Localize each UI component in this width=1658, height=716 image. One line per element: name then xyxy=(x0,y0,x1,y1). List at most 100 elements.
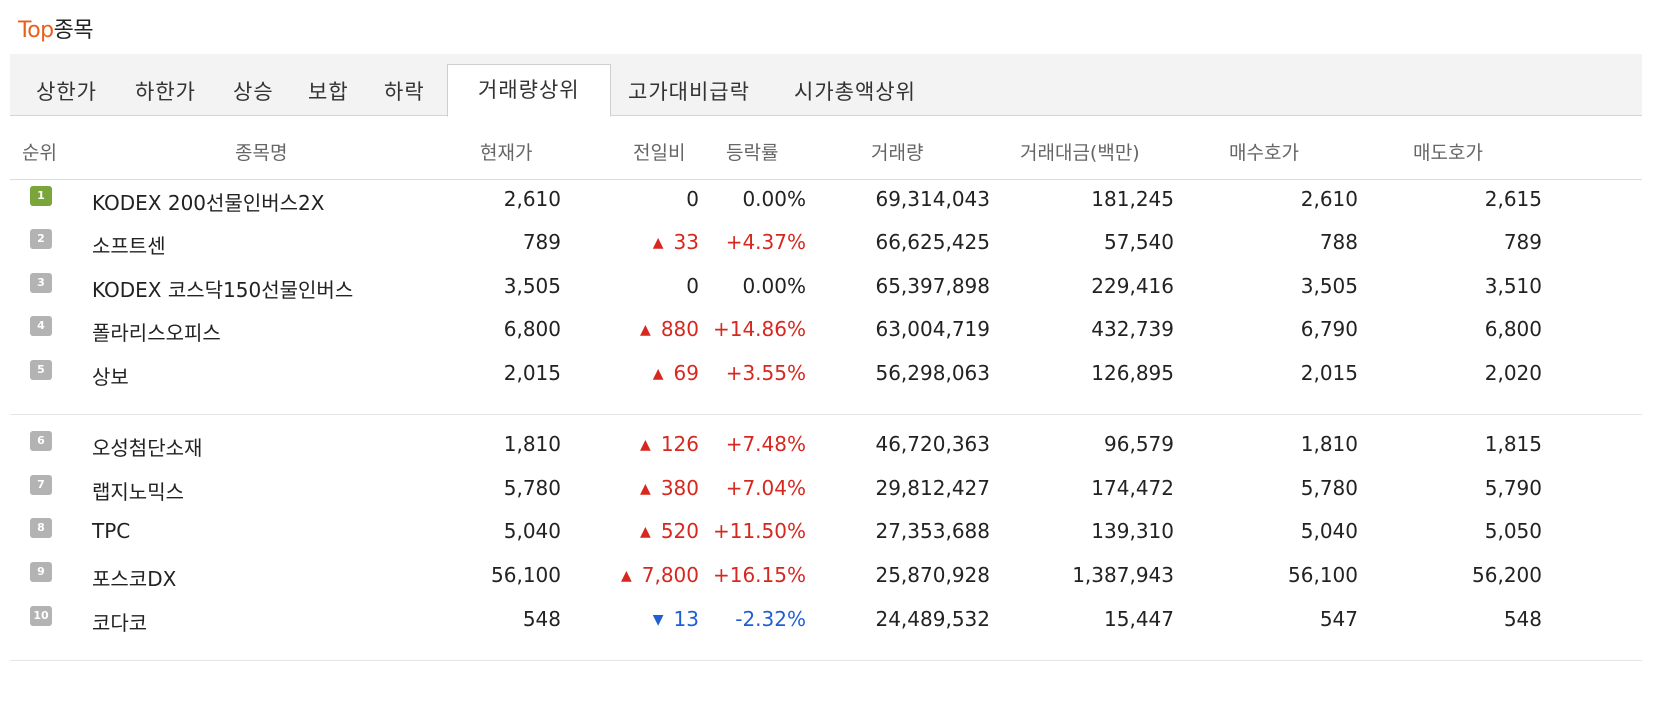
trade-volume: 69,314,043 xyxy=(875,187,990,211)
bid-price: 56,100 xyxy=(1288,563,1358,587)
tab-upper-limit[interactable]: 상한가 xyxy=(36,80,97,104)
price-change-value: 380 xyxy=(660,476,699,500)
change-rate: +14.86% xyxy=(712,317,806,341)
bid-price: 2,015 xyxy=(1300,361,1358,385)
tab-fall[interactable]: 하락 xyxy=(384,80,425,104)
rank-badge: 7 xyxy=(30,475,52,495)
tab-flat[interactable]: 보합 xyxy=(308,80,349,104)
current-price: 2,015 xyxy=(503,361,561,385)
rank-badge: 3 xyxy=(30,273,52,293)
col-change: 전일비 xyxy=(633,142,686,164)
widget-title: Top종목 xyxy=(18,12,94,44)
price-change-value: 126 xyxy=(660,432,699,456)
rank-badge: 8 xyxy=(30,518,52,538)
table-row[interactable]: 4 폴라리스오피스 ▲ 880 6,800 +14.86% 63,004,719 432,73… xyxy=(10,307,1642,353)
col-volume: 거래량 xyxy=(871,142,924,164)
bid-price: 2,610 xyxy=(1300,187,1358,211)
trade-volume: 65,397,898 xyxy=(875,274,990,298)
tab-lower-limit[interactable]: 하한가 xyxy=(135,80,196,104)
rank-badge: 10 xyxy=(30,606,52,626)
trade-amount: 174,472 xyxy=(1091,476,1174,500)
tab-market-cap-top[interactable]: 시가총액상위 xyxy=(794,80,916,104)
trade-amount: 126,895 xyxy=(1091,361,1174,385)
table-row[interactable]: 7 랩지노믹스 ▲ 380 5,780 +7.04% 29,812,427 174,472 5,… xyxy=(10,466,1642,512)
change-rate: +4.37% xyxy=(725,230,806,254)
table-row[interactable]: 6 오성첨단소재 ▲ 126 1,810 +7.48% 46,720,363 96,579 1,… xyxy=(10,422,1642,468)
ask-price: 1,815 xyxy=(1484,432,1542,456)
rank-badge: 6 xyxy=(30,431,52,451)
stock-name-link[interactable]: KODEX 200선물인버스2X xyxy=(92,191,325,215)
stock-name-link[interactable]: 랩지노믹스 xyxy=(92,480,184,504)
ask-price: 5,050 xyxy=(1484,519,1542,543)
change-rate: +7.48% xyxy=(725,432,806,456)
bid-price: 6,790 xyxy=(1300,317,1358,341)
tab-drop-from-high[interactable]: 고가대비급락 xyxy=(628,80,750,104)
col-rate: 등락률 xyxy=(726,142,779,164)
table-row[interactable]: 10 코다코 ▼ 13 548 -2.32% 24,489,532 15,447 547 548 xyxy=(10,597,1642,643)
stock-name-link[interactable]: 폴라리스오피스 xyxy=(92,321,221,345)
group-divider xyxy=(10,414,1642,415)
change-rate: +16.15% xyxy=(712,563,806,587)
ask-price: 6,800 xyxy=(1484,317,1542,341)
current-price: 3,505 xyxy=(503,274,561,298)
table-row[interactable]: 8 TPC ▲ 520 5,040 +11.50% 27,353,688 139,310 5,0… xyxy=(10,509,1642,555)
trade-volume: 24,489,532 xyxy=(875,607,990,631)
table-row[interactable]: 2 소프트센 ▲ 33 789 +4.37% 66,625,425 57,540 788 789 xyxy=(10,220,1642,266)
table-row[interactable]: 3 KODEX 코스닥150선물인버스 0 3,505 0.00% 65,397,898 2… xyxy=(10,264,1642,310)
table-row[interactable]: 9 포스코DX ▲ 7,800 56,100 +16.15% 25,870,928 1,387… xyxy=(10,553,1642,599)
trade-volume: 46,720,363 xyxy=(875,432,990,456)
bid-price: 3,505 xyxy=(1300,274,1358,298)
trade-volume: 25,870,928 xyxy=(875,563,990,587)
bid-price: 5,780 xyxy=(1300,476,1358,500)
stock-name-link[interactable]: 코다코 xyxy=(92,611,148,635)
col-ask: 매도호가 xyxy=(1413,142,1483,164)
tab-rise[interactable]: 상승 xyxy=(233,80,274,104)
stock-name-link[interactable]: 포스코DX xyxy=(92,567,177,591)
change-rate: +11.50% xyxy=(712,519,806,543)
price-change-value: 0 xyxy=(686,187,699,211)
rank-badge: 4 xyxy=(30,316,52,336)
table-header: 순위 종목명 현재가 전일비 등락률 거래량 거래대금(백만) 매수호가 매도호… xyxy=(10,118,1642,180)
title-rest: 종목 xyxy=(53,18,94,43)
col-name: 종목명 xyxy=(235,142,288,164)
table-bottom-border xyxy=(10,660,1642,661)
price-change: ▲ 880 xyxy=(640,317,699,341)
current-price: 2,610 xyxy=(503,187,561,211)
rank-badge: 9 xyxy=(30,562,52,582)
price-change: ▲ 126 xyxy=(640,432,699,456)
stock-name-link[interactable]: 소프트센 xyxy=(92,234,166,258)
rank-badge: 2 xyxy=(30,229,52,249)
triangle-up-icon: ▲ xyxy=(640,322,651,338)
stock-name-link[interactable]: 상보 xyxy=(92,365,129,389)
ask-price: 5,790 xyxy=(1484,476,1542,500)
price-change-value: 69 xyxy=(673,361,699,385)
stock-name-link[interactable]: KODEX 코스닥150선물인버스 xyxy=(92,278,354,302)
stock-name-link[interactable]: TPC xyxy=(92,519,131,543)
triangle-up-icon: ▲ xyxy=(640,437,651,453)
table-row[interactable]: 1 KODEX 200선물인버스2X 0 2,610 0.00% 69,314,043 18… xyxy=(10,177,1642,223)
ask-price: 3,510 xyxy=(1484,274,1542,298)
current-price: 548 xyxy=(522,607,561,631)
trade-volume: 56,298,063 xyxy=(875,361,990,385)
trade-amount: 57,540 xyxy=(1104,230,1174,254)
triangle-up-icon: ▲ xyxy=(640,481,651,497)
tab-volume-top[interactable]: 거래량상위 xyxy=(447,64,611,117)
col-rank: 순위 xyxy=(22,142,57,164)
current-price: 5,780 xyxy=(503,476,561,500)
table-row[interactable]: 5 상보 ▲ 69 2,015 +3.55% 56,298,063 126,895 2,015 2… xyxy=(10,351,1642,397)
triangle-up-icon: ▲ xyxy=(652,366,664,382)
ask-price: 548 xyxy=(1503,607,1542,631)
change-rate: 0.00% xyxy=(742,274,806,298)
bid-price: 788 xyxy=(1319,230,1358,254)
trade-amount: 139,310 xyxy=(1091,519,1174,543)
stock-name-link[interactable]: 오성첨단소재 xyxy=(92,436,203,460)
ask-price: 789 xyxy=(1503,230,1542,254)
triangle-up-icon: ▲ xyxy=(652,235,664,251)
col-price: 현재가 xyxy=(480,142,533,164)
col-bid: 매수호가 xyxy=(1229,142,1299,164)
col-amount: 거래대금(백만) xyxy=(1020,142,1140,164)
price-change: 0 xyxy=(686,187,699,211)
price-change-value: 33 xyxy=(673,230,699,254)
change-rate: +7.04% xyxy=(725,476,806,500)
title-accent: Top xyxy=(18,18,54,43)
